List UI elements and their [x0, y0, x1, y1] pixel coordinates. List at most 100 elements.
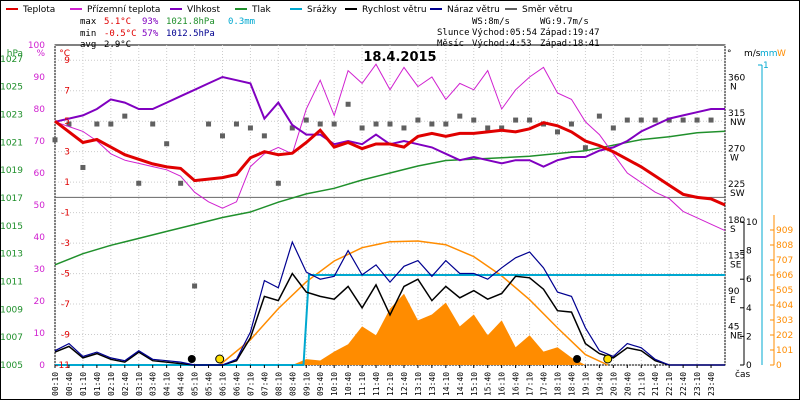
- x-axis-label: čas: [735, 369, 750, 380]
- stats-block: max 5.1°C 93% 1021.8hPa 0.3mm min -0.5°C…: [80, 17, 255, 50]
- legend: Teplota Přízemní teplota Vlhkost Tlak Srážky…: [6, 5, 572, 15]
- dir-axis-letter: N: [730, 83, 737, 93]
- wind-direction-point: [401, 125, 407, 131]
- wind-direction-point: [596, 113, 602, 119]
- humidity-line: [54, 75, 725, 168]
- pct-axis-tick: 90: [34, 73, 46, 83]
- wind-direction-point: [247, 125, 253, 131]
- wind-direction-point: [429, 121, 435, 127]
- x-tick-label: 07:10: [246, 372, 255, 396]
- degc-axis-tick: -7: [61, 300, 70, 310]
- wind-direction-point: [220, 133, 225, 139]
- wind-direction-point: [317, 121, 323, 127]
- hpa-axis-unit: hPa: [7, 49, 23, 59]
- dir-axis-tick: 225: [728, 180, 745, 190]
- wind-direction-point: [94, 121, 100, 127]
- x-tick-label: 01:40: [93, 372, 102, 396]
- dir-axis-letter: E: [730, 296, 736, 306]
- wind-direction-point: [359, 125, 365, 131]
- wind-direction-point: [178, 180, 184, 186]
- x-tick-label: 22:40: [679, 372, 688, 396]
- ground-temp-line: [54, 63, 726, 232]
- w-axis-tick: 808: [776, 241, 793, 251]
- wind-direction-point: [638, 117, 644, 123]
- hpa-axis-tick: 1023: [0, 111, 23, 121]
- x-tick-label: 03:40: [149, 372, 158, 396]
- x-tick-label: 05:40: [205, 372, 214, 396]
- hpa-axis-tick: 1021: [0, 138, 23, 148]
- sun-label: Slunce: [437, 28, 470, 38]
- x-tick-label: 03:10: [135, 372, 144, 396]
- wind-direction-point: [471, 117, 477, 123]
- pct-axis-tick: 10: [34, 329, 46, 339]
- w-axis-tick: 202: [776, 331, 793, 341]
- dir-axis-tick: 270: [728, 145, 745, 155]
- dir-axis-letter: SE: [730, 260, 742, 270]
- dir-axis-unit: °: [727, 49, 732, 59]
- temperature-line: [54, 120, 726, 207]
- legend-label: Teplota: [22, 5, 55, 15]
- stat-min-temp: -0.5°C: [104, 29, 137, 39]
- wind-direction-point: [708, 117, 714, 123]
- moon-rise: Východ:4:53: [472, 39, 532, 49]
- wind-direction-point: [331, 121, 337, 127]
- pct-axis-tick: 60: [34, 169, 46, 179]
- degc-axis-unit: °C: [59, 49, 70, 59]
- pct-axis-tick: 20: [34, 297, 46, 307]
- hpa-axis-tick: 1017: [0, 194, 23, 204]
- x-tick-label: 08:10: [274, 372, 283, 396]
- x-tick-label: 13:10: [414, 372, 423, 396]
- dir-axis-tick: 45: [728, 322, 739, 332]
- wind-direction-point: [652, 117, 658, 123]
- stat-max-hum: 93%: [142, 17, 159, 27]
- x-tick-label: 16:40: [512, 372, 521, 396]
- x-tick-label: 19:40: [595, 372, 604, 396]
- x-tick-label: 10:10: [330, 372, 339, 396]
- hpa-axis-tick: 1005: [0, 361, 23, 371]
- wind-direction-point: [52, 137, 58, 143]
- sun-set-icon: [603, 354, 613, 364]
- sun-rise: Východ:05:54: [472, 28, 537, 38]
- dir-axis-letter: NW: [730, 118, 746, 128]
- pct-axis-tick: 40: [34, 233, 46, 243]
- x-tick-label: 05:10: [191, 372, 200, 396]
- stat-min-hum: 57%: [142, 29, 159, 39]
- pct-axis-tick: 50: [34, 201, 46, 211]
- pct-axis-tick: 30: [34, 265, 46, 275]
- hpa-axis-tick: 1025: [0, 83, 23, 93]
- wind-gust-line: [54, 240, 725, 366]
- x-tick-label: 17:10: [526, 372, 535, 396]
- wind-direction-point: [610, 125, 616, 131]
- pct-axis-unit: %: [36, 49, 45, 59]
- wind-direction-point: [345, 101, 351, 107]
- degc-axis-tick: -3: [61, 239, 70, 249]
- stat-max-label: max: [80, 17, 97, 27]
- degc-axis-tick: 3: [64, 148, 70, 158]
- degc-axis-tick: 5: [64, 117, 70, 127]
- wind-direction-point: [108, 121, 114, 127]
- chart-title: 18.4.2015: [363, 50, 436, 65]
- wind-direction-point: [680, 117, 686, 123]
- x-tick-label: 15:40: [484, 372, 493, 396]
- ms-axis-tick: 6: [746, 275, 752, 285]
- wind-ws: WS:8m/s: [472, 17, 510, 27]
- x-tick-label: 21:40: [651, 372, 660, 396]
- wind-direction-point: [373, 121, 379, 127]
- hpa-axis-tick: 1019: [0, 166, 23, 176]
- stat-min-label: min: [80, 29, 96, 39]
- mm-axis-tick: 1: [763, 61, 769, 71]
- wind-direction-point: [694, 117, 700, 123]
- stat-avg-label: avg: [80, 40, 96, 50]
- degc-axis-tick: -5: [61, 270, 70, 280]
- stat-max-temp: 5.1°C: [104, 17, 131, 27]
- x-axis: 00:10 00:40 01:10 01:40 02:10 02:40 03:10 03:40…: [51, 365, 716, 396]
- x-tick-label: 00:10: [51, 372, 60, 396]
- dir-axis-letter: W: [730, 154, 739, 164]
- wind-direction-point: [164, 141, 170, 147]
- x-tick-label: 07:40: [260, 372, 269, 396]
- hpa-axis-tick: 1027: [0, 55, 23, 65]
- wind-direction-point: [666, 117, 672, 123]
- dir-axis-tick: 315: [728, 109, 745, 119]
- x-tick-label: 06:10: [219, 372, 228, 396]
